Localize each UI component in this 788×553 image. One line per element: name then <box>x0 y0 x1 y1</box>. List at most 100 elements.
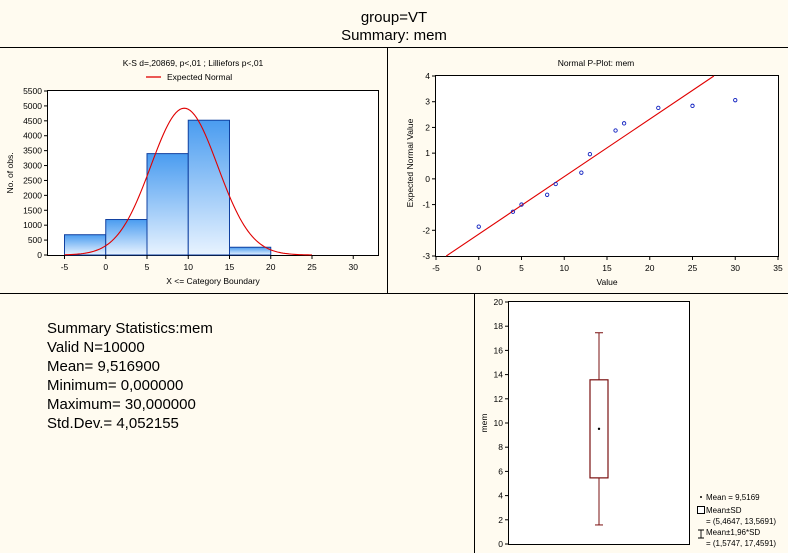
pplot-point <box>519 202 524 207</box>
boxplot-legend-sd-range: = (5,4647, 13,5691) <box>706 517 776 526</box>
stats-minimum: Minimum= 0,000000 <box>47 377 184 394</box>
pplot-xtick-label: 20 <box>645 263 655 273</box>
boxplot-ytick-label: 6 <box>498 466 503 476</box>
histogram-title: K-S d=,20869, p<,01 ; Lilliefors p<,01 <box>123 58 264 68</box>
pplot-xtick-label: 10 <box>560 263 570 273</box>
boxplot-mean-point <box>597 427 601 431</box>
histogram-legend-label: Expected Normal <box>167 72 232 82</box>
boxplot-ytick-label: 4 <box>498 491 503 501</box>
stats-title: Summary Statistics:mem <box>47 320 213 337</box>
histogram-ytick-label: 4000 <box>23 131 42 141</box>
histogram-xtick-label: 30 <box>349 262 359 272</box>
boxplot-legend-sd: Mean±SD <box>706 506 742 515</box>
histogram-bar-4 <box>229 246 272 256</box>
histogram-xtick-label: 20 <box>266 262 276 272</box>
pplot-ytick-label: 3 <box>425 97 430 107</box>
pplot-ytick-label: -1 <box>422 200 430 210</box>
histogram-ytick-label: 0 <box>37 250 42 260</box>
histogram-ytick-label: 4500 <box>23 116 42 126</box>
boxplot-y-axis-label: mem <box>479 414 489 433</box>
pplot-ytick-label: 0 <box>425 174 430 184</box>
boxplot-chart: 0 2 4 6 8 10 12 14 16 18 20 mem Mean = 9,5169 Mean… <box>479 297 776 549</box>
panel-divider-lower <box>474 293 475 553</box>
boxplot-ytick-label: 10 <box>494 418 504 428</box>
header-group-title: group=VT <box>360 9 428 26</box>
pplot-point <box>510 209 516 214</box>
pplot-xtick-label: 30 <box>731 263 741 273</box>
histogram-bar-3 <box>187 119 230 256</box>
boxplot-ytick-label: 16 <box>494 345 504 355</box>
pplot-ytick-label: 1 <box>425 148 430 158</box>
boxplot-ytick-label: 20 <box>494 297 504 307</box>
pplot-point <box>690 103 695 108</box>
histogram-xtick-label: 15 <box>225 262 235 272</box>
pplot-point <box>476 224 481 229</box>
pplot-ytick-label: 4 <box>425 71 430 81</box>
pplot-point <box>544 192 550 197</box>
histogram-y-axis-label: No. of obs. <box>5 152 15 193</box>
legend-box-symbol <box>697 506 705 514</box>
pplot-y-axis-label: Expected Normal Value <box>405 118 415 207</box>
histogram-xtick-label: 0 <box>103 262 108 272</box>
pplot-chart: Normal P-Plot: mem -3 -2 -1 0 1 2 3 4 -5 0 5 10 15 20… <box>405 58 783 287</box>
summary-statistics: Summary Statistics:mem Valid N=10000 Mea… <box>47 319 213 433</box>
histogram-bar-2 <box>146 153 189 256</box>
pplot-xtick-label: 5 <box>519 263 524 273</box>
pplot-plot-frame <box>435 75 779 257</box>
pplot-point <box>656 105 661 111</box>
histogram-ytick-label: 5500 <box>23 86 42 96</box>
pplot-xtick-label: 15 <box>602 263 612 273</box>
boxplot-legend-mean: Mean = 9,5169 <box>706 493 760 502</box>
stats-std-dev: Std.Dev.= 4,052155 <box>47 415 179 432</box>
boxplot-ytick-label: 14 <box>494 370 504 380</box>
histogram-xtick-label: -5 <box>61 262 69 272</box>
stats-maximum: Maximum= 30,000000 <box>47 396 196 413</box>
panel-divider-middle <box>0 293 788 294</box>
expected-normal-curve <box>64 107 313 256</box>
stats-valid-n: Valid N=10000 <box>47 339 145 356</box>
pplot-xtick-label: 25 <box>688 263 698 273</box>
boxplot-legend-196sd: Mean±1,96*SD <box>706 528 760 537</box>
histogram-xtick-label: 25 <box>307 262 317 272</box>
histogram-ytick-label: 3500 <box>23 146 42 156</box>
histogram-xtick-label: 10 <box>184 262 194 272</box>
header-summary-title: Summary: mem <box>341 27 447 44</box>
boxplot-ytick-label: 8 <box>498 442 503 452</box>
legend-whisker-symbol <box>698 529 704 539</box>
pplot-point <box>613 128 618 133</box>
stats-mean: Mean= 9,516900 <box>47 358 161 375</box>
panel-divider-top <box>0 47 788 48</box>
pplot-xtick-label: 35 <box>773 263 783 273</box>
histogram-ytick-label: 1500 <box>23 205 42 215</box>
histogram-ytick-label: 1000 <box>23 220 42 230</box>
histogram-xtick-label: 5 <box>145 262 150 272</box>
panel-divider-upper <box>387 47 388 293</box>
pplot-point <box>553 181 558 187</box>
pplot-ytick-label: -3 <box>422 251 430 261</box>
boxplot-legend-196sd-range: = (1,5747, 17,4591) <box>706 539 776 548</box>
pplot-x-axis-label: Value <box>596 277 617 287</box>
pplot-point <box>587 152 593 157</box>
histogram-ytick-label: 3000 <box>23 161 42 171</box>
pplot-point <box>621 121 627 126</box>
pplot-xtick-label: -5 <box>432 263 440 273</box>
histogram-x-axis-label: X <= Category Boundary <box>166 276 260 286</box>
normal-reference-line <box>445 75 715 257</box>
pplot-title: Normal P-Plot: mem <box>558 58 635 68</box>
histogram-ytick-label: 500 <box>28 235 42 245</box>
histogram-chart: K-S d=,20869, p<,01 ; Lilliefors p<,01 E… <box>5 58 379 286</box>
pplot-point <box>579 170 584 175</box>
pplot-xtick-label: 0 <box>476 263 481 273</box>
boxplot-ytick-label: 0 <box>498 539 503 549</box>
boxplot-ytick-label: 18 <box>494 321 504 331</box>
histogram-ytick-label: 2500 <box>23 175 42 185</box>
histogram-bar-1 <box>105 219 148 256</box>
histogram-ytick-label: 5000 <box>23 101 42 111</box>
pplot-point <box>733 98 738 103</box>
boxplot-ytick-label: 2 <box>498 515 503 525</box>
legend-mean-dot <box>700 496 702 498</box>
histogram-ytick-label: 2000 <box>23 190 42 200</box>
boxplot-ytick-label: 12 <box>494 394 504 404</box>
histogram-bar-0 <box>64 234 107 256</box>
pplot-ytick-label: 2 <box>425 122 430 132</box>
